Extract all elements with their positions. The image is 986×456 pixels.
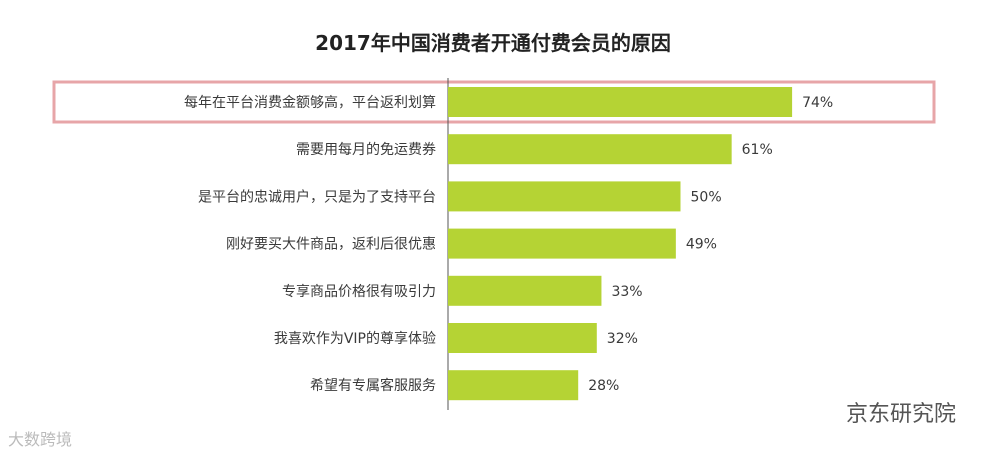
bar	[448, 87, 793, 117]
data-label: 49%	[686, 237, 717, 253]
data-label: 33%	[611, 284, 642, 300]
watermark-logo: 大数跨境	[8, 430, 73, 449]
data-label: 50%	[691, 189, 722, 205]
highlight-box	[52, 80, 936, 124]
category-label: 每年在平台消费金额够高，平台返利划算	[184, 94, 436, 111]
data-label: 32%	[607, 331, 638, 347]
chart-title: 2017年中国消费者开通付费会员的原因	[315, 31, 671, 55]
data-label: 74%	[802, 95, 833, 111]
data-label: 61%	[742, 142, 773, 158]
category-label: 我喜欢作为VIP的尊享体验	[274, 330, 436, 347]
bar	[448, 275, 602, 306]
bar	[448, 181, 681, 212]
category-label: 专享商品价格很有吸引力	[282, 283, 436, 300]
category-label: 是平台的忠诚用户，只是为了支持平台	[198, 188, 436, 205]
watermark-brand: 京东研究院	[845, 402, 956, 427]
category-label: 希望有专属客服服务	[310, 377, 436, 394]
bar	[448, 323, 597, 353]
data-label: 28%	[588, 378, 619, 394]
category-label: 刚好要买大件商品，返利后很优惠	[226, 237, 436, 253]
bar	[448, 370, 579, 401]
bar	[448, 228, 676, 259]
bar	[448, 134, 732, 165]
category-label: 需要用每月的免运费券	[296, 142, 436, 158]
bar-series: 每年在平台消费金额够高，平台返利划算 74% 需要用每月的免运费券 61% 是平台的忠诚…	[184, 87, 833, 401]
